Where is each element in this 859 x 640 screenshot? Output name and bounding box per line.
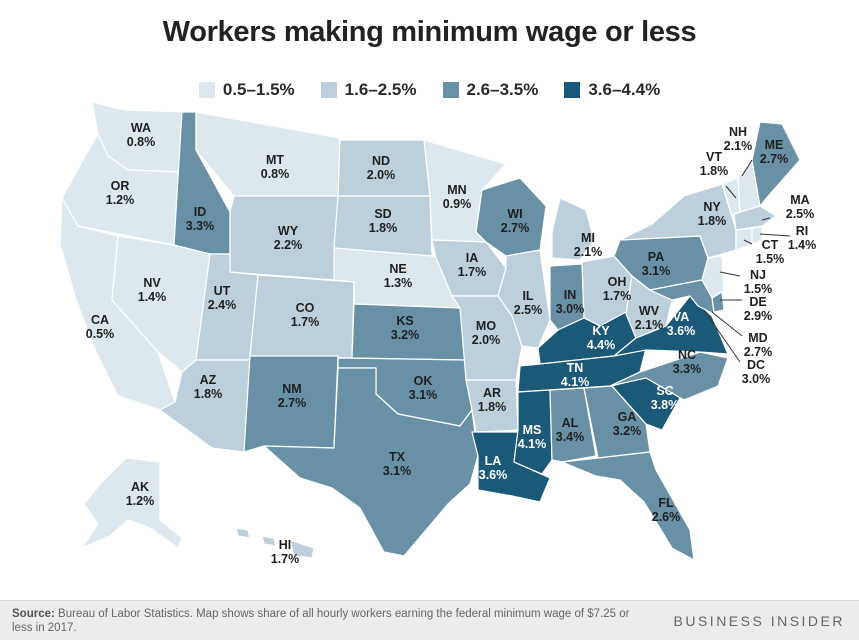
legend-label: 2.6–3.5% [466,80,539,99]
state-label: WY 2.2% [273,224,303,252]
leader-line [703,309,741,363]
state-nc [609,351,729,401]
state-label: DC 3.0% [741,358,771,386]
legend-swatch [320,82,337,98]
state-label: CO 1.7% [290,301,320,329]
state-md [649,279,715,315]
legend-swatch [442,82,459,98]
state-label: VT 1.8% [699,150,729,178]
brand-logo: BUSINESS INSIDER [673,613,845,629]
state-label: AL 3.4% [555,416,585,444]
state-ak [81,457,183,549]
state-label: WV 2.1% [634,304,664,332]
legend-swatch [198,82,215,98]
legend: 0.5–1.5% 1.6–2.5% 2.6–3.5% 3.6–4.4% [0,80,859,100]
state-label: VA 3.6% [666,310,696,338]
state-label: SD 1.8% [368,207,398,235]
state-label: NM 2.7% [277,382,307,410]
state-fl [561,451,695,561]
state-label: NY 1.8% [697,200,727,228]
state-label: IN 3.0% [555,288,585,316]
state-label: KY 4.4% [586,324,616,352]
state-al [549,387,597,463]
state-label: MN 0.9% [442,183,472,211]
state-label: FL 2.6% [651,496,681,524]
state-label: PA 3.1% [641,250,671,278]
state-label: CT 1.5% [755,238,785,266]
state-mi [551,197,595,261]
state-label: AR 1.8% [477,386,507,414]
state-label: SC 3.8% [650,384,680,412]
leader-line [761,217,771,221]
state-label: CA 0.5% [85,313,115,341]
state-label: MA 2.5% [785,193,815,221]
source-text: Bureau of Labor Statistics. Map shows sh… [12,608,630,634]
state-label: OR 1.2% [105,179,135,207]
state-label: ME 2.7% [759,138,789,166]
state-label: LA 3.6% [478,454,508,482]
state-label: OK 3.1% [408,374,438,402]
state-ar [465,379,519,433]
legend-label: 0.5–1.5% [222,80,295,99]
state-ga [583,385,651,459]
map-title: Workers making minimum wage or less [162,16,697,48]
state-label: RI 1.4% [787,224,817,252]
leader-line [743,239,753,245]
leader-line [741,159,753,177]
state-label: AZ 1.8% [193,373,223,401]
state-label: MO 2.0% [471,319,501,347]
state-label: NH 2.1% [723,125,753,153]
us-map: WA 0.8% OR 1.2% CA 0.5% NV 1.4% ID 3.3% MT 0.8… [59,101,817,566]
state-label: TX 3.1% [382,450,412,478]
state-ri [751,225,763,245]
state-label: MT 0.8% [260,153,290,181]
legend-item: 1.6–2.5% [320,80,417,100]
state-label: ND 2.0% [366,154,396,182]
state-label: IL 2.5% [513,289,543,317]
state-label: DE 2.9% [743,295,773,323]
state-label: MS 4.1% [517,423,547,451]
legend-item: 3.6–4.4% [564,80,660,100]
state-il [497,249,551,349]
state-label: OH 1.7% [602,275,632,303]
state-label: NV 1.4% [137,276,167,304]
state-label: TN 4.1% [560,361,590,389]
legend-item: 0.5–1.5% [198,80,295,100]
state-label: AK 1.2% [125,480,155,508]
map-svg [59,101,801,561]
state-ma [733,205,777,231]
state-label: ID 3.3% [185,205,215,233]
state-ct [735,227,753,251]
state-label: WA 0.8% [126,121,156,149]
legend-label: 1.6–2.5% [344,80,417,99]
state-label: MI 2.1% [573,231,603,259]
legend-swatch [564,82,581,98]
state-wy [229,195,339,281]
legend-label: 3.6–4.4% [588,80,661,99]
state-tx [263,367,479,557]
state-label: NJ 1.5% [743,268,773,296]
state-label: GA 3.2% [612,410,642,438]
state-hi-2 [261,535,277,547]
legend-item: 2.6–3.5% [442,80,539,100]
state-label: NE 1.3% [383,262,413,290]
state-label: KS 3.2% [390,314,420,342]
source-label: Source: [12,608,55,620]
leader-line [711,311,743,337]
state-label: NC 3.3% [672,348,702,376]
state-label: HI 1.7% [270,538,300,566]
state-hi [235,527,251,539]
leader-line [719,271,741,277]
leader-line [759,233,791,237]
state-label: UT 2.4% [207,284,237,312]
state-label: IA 1.7% [457,251,487,279]
state-hi-3 [289,539,315,559]
state-label: MD 2.7% [743,331,773,359]
footer: Source: Bureau of Labor Statistics. Map … [0,600,859,640]
state-label: WI 2.7% [500,207,530,235]
leader-line [725,185,737,199]
source-note: Source: Bureau of Labor Statistics. Map … [12,607,652,635]
